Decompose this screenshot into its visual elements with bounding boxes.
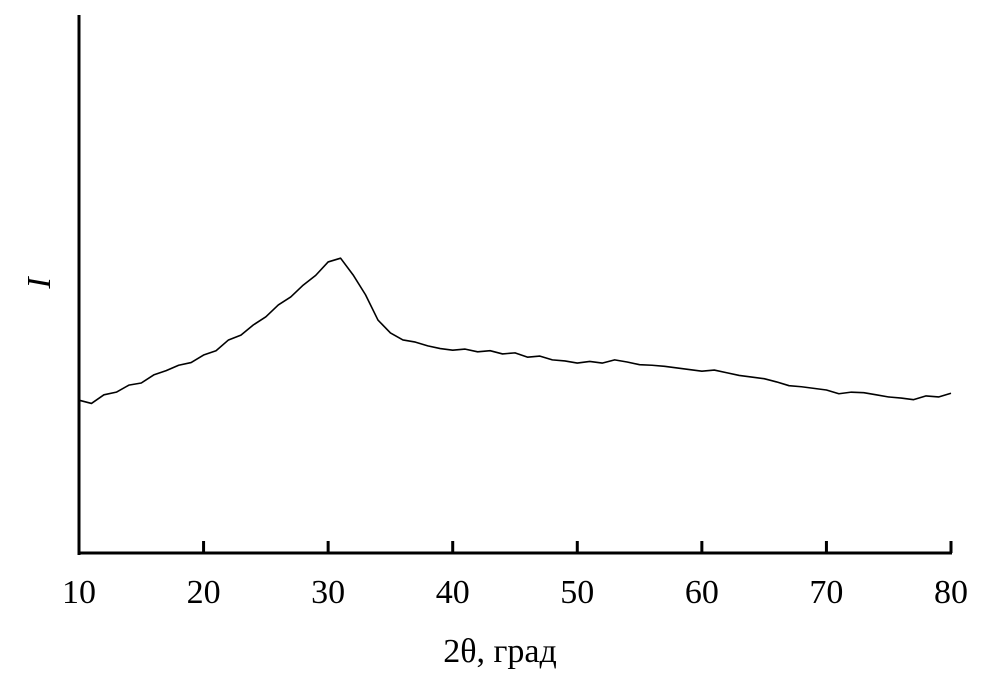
x-tick-label: 30 (311, 574, 345, 611)
x-tick-label: 70 (809, 574, 843, 611)
x-tick-label: 20 (187, 574, 221, 611)
x-axis-label: 2θ, град (443, 633, 557, 670)
x-tick-label: 60 (685, 574, 719, 611)
x-tick-label: 50 (560, 574, 594, 611)
data-line (78, 257, 952, 405)
x-tick-label: 80 (934, 574, 968, 611)
y-axis-label: I (21, 276, 58, 290)
x-tick-label: 40 (436, 574, 470, 611)
x-tick-label: 10 (62, 574, 96, 611)
